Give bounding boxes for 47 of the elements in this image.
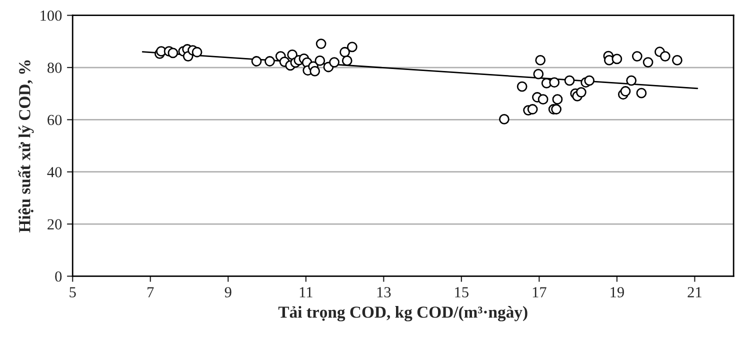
x-tick-label: 17: [532, 287, 546, 298]
point: [346, 42, 358, 52]
x-tick-label: 9: [224, 287, 232, 298]
x-tick-label: 11: [300, 287, 312, 298]
point: [535, 55, 546, 66]
point: [264, 56, 275, 66]
point: [612, 54, 622, 64]
x-tick-label: 7: [148, 287, 154, 298]
y-tick-label: 100: [40, 10, 62, 21]
point: [576, 87, 586, 98]
point: [584, 75, 595, 86]
point: [636, 88, 647, 98]
point: [533, 68, 544, 80]
y-tick-label: 60: [48, 114, 62, 126]
point: [551, 104, 562, 114]
point: [549, 77, 560, 88]
x-tick-label: 5: [70, 287, 76, 298]
x-tick-label: 19: [610, 287, 624, 298]
point: [564, 75, 575, 86]
point: [251, 56, 262, 66]
y-tick-label: 20: [48, 219, 62, 230]
point: [310, 66, 320, 76]
point: [538, 94, 548, 105]
point: [672, 55, 682, 66]
point: [632, 51, 642, 62]
x-tick-label: 15: [455, 287, 468, 298]
point: [316, 38, 326, 49]
point: [620, 86, 631, 96]
y-tick-label: 0: [55, 271, 62, 282]
point: [660, 51, 670, 62]
y-tick-label: 80: [48, 62, 62, 73]
point: [342, 56, 352, 66]
x-axis-title: Tải trọng COD, kg COD/(m³·ngày): [278, 306, 528, 322]
point: [192, 46, 202, 58]
y-axis-title: Hiệu suất xử lý COD, %: [18, 60, 34, 232]
point: [516, 81, 528, 92]
point: [329, 57, 340, 68]
point: [626, 75, 637, 86]
x-tick-label: 21: [688, 287, 702, 298]
point: [168, 48, 178, 58]
point: [499, 114, 510, 124]
y-tick-label: 40: [47, 167, 62, 178]
x-tick-label: 13: [377, 287, 391, 298]
point: [527, 104, 538, 114]
point: [314, 56, 326, 66]
point: [642, 57, 654, 68]
point: [552, 94, 563, 105]
